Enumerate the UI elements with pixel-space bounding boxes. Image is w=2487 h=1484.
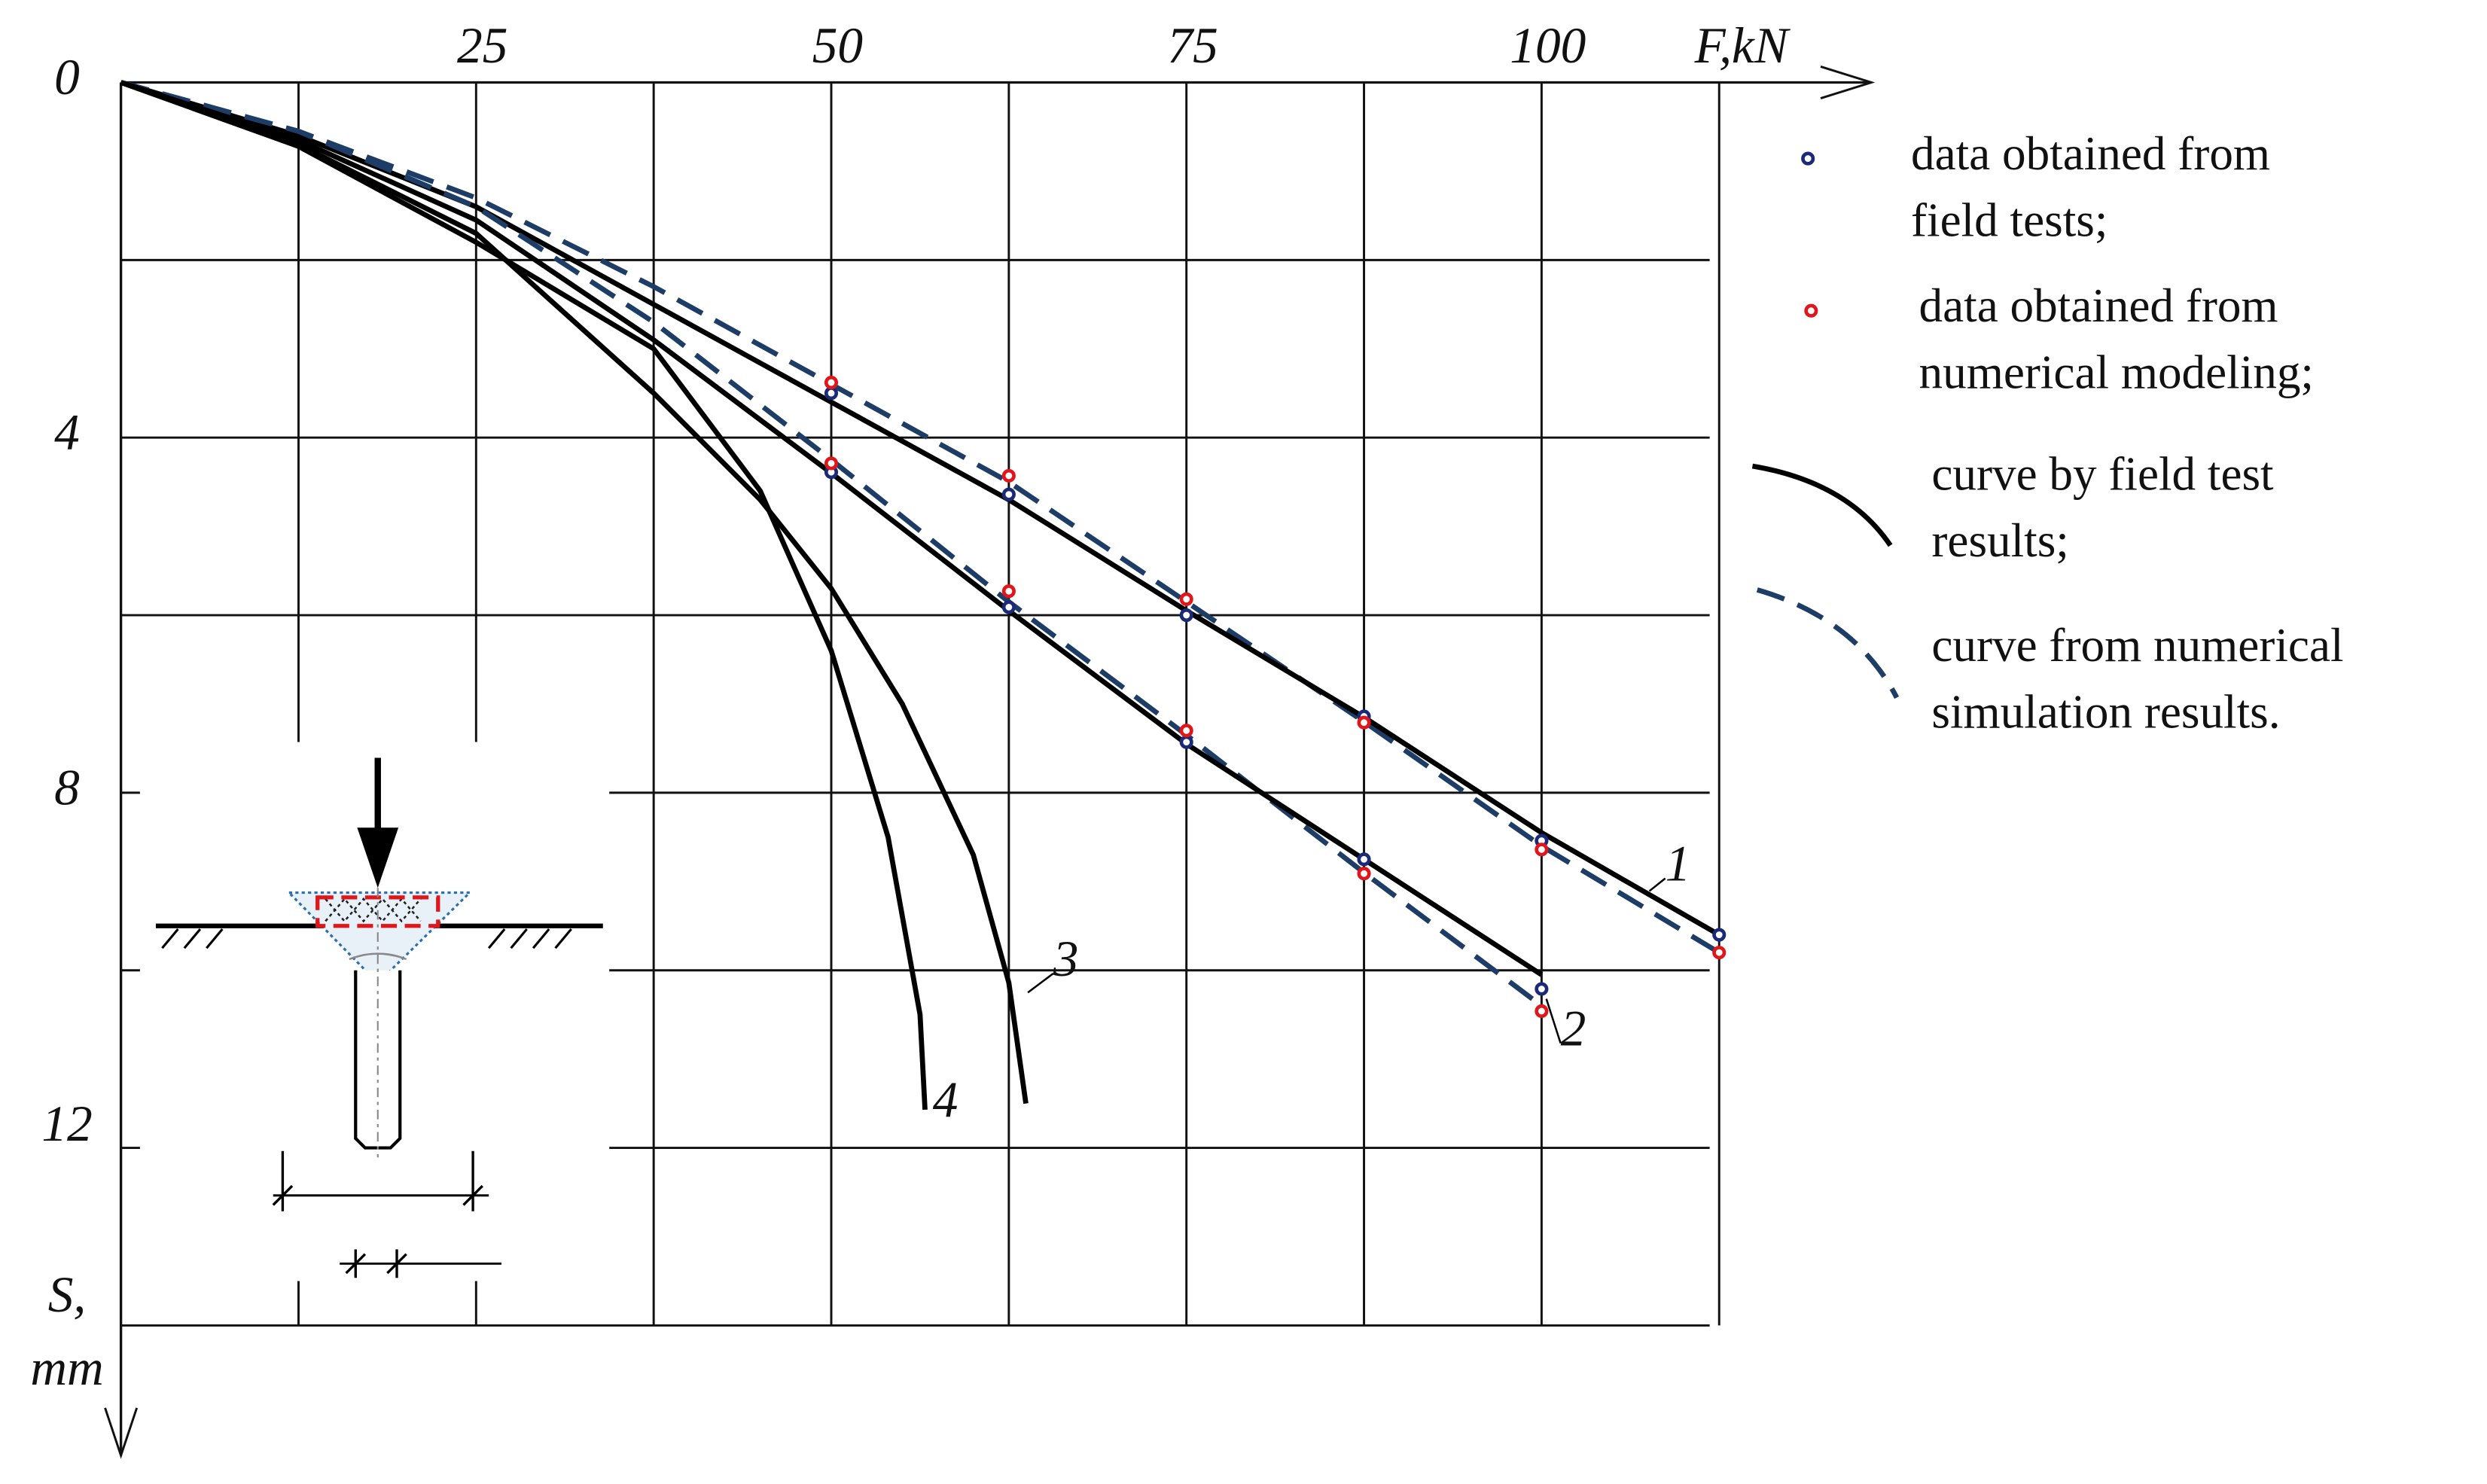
field-points <box>1357 852 1371 867</box>
plot-area: 1 2 3 4 <box>120 80 1727 1128</box>
force-arrow-head <box>357 827 399 888</box>
legend-label: numerical modeling; <box>1919 346 2314 399</box>
inset-diagram <box>139 742 610 1281</box>
legend-label: curve by field test <box>1931 447 2274 500</box>
axes: F,kN S, mm <box>30 17 1876 1459</box>
y-axis-label: S, <box>48 1266 87 1323</box>
legend-line <box>1751 463 1893 547</box>
field-curve <box>120 80 928 1111</box>
curve-label: 3 <box>1053 931 1079 987</box>
x-tick-label: 75 <box>1167 17 1218 74</box>
dimension-ticks <box>345 1249 407 1278</box>
y-tick-label: 12 <box>41 1095 92 1152</box>
field-points <box>1179 735 1193 749</box>
field-points <box>1179 608 1193 623</box>
dimension-ticks <box>272 1150 483 1211</box>
legend-label: data obtained from <box>1911 127 2270 180</box>
y-tick-label: 8 <box>54 759 80 815</box>
curve-label: 4 <box>933 1071 959 1128</box>
legend-label: field tests; <box>1911 194 2108 247</box>
field-points <box>1712 928 1727 942</box>
field-points <box>1001 487 1016 501</box>
x-axis-arrow <box>1820 66 1876 99</box>
numerical-curve <box>120 80 1720 955</box>
label-leader <box>1545 998 1562 1044</box>
numerical-points <box>1357 867 1371 881</box>
legend-marker <box>1804 303 1818 318</box>
numerical-points <box>1179 724 1193 738</box>
label-leader <box>1648 877 1666 892</box>
y-tick-label: 0 <box>54 49 80 105</box>
legend-label: simulation results. <box>1931 685 2280 738</box>
curve-label: 2 <box>1561 1000 1586 1056</box>
numerical-points <box>824 456 839 471</box>
numerical-points <box>1535 1004 1549 1019</box>
legend-label: data obtained from <box>1919 279 2278 332</box>
legend: data obtained from field tests; data obtai… <box>1751 127 2344 738</box>
field-points <box>1001 600 1016 614</box>
field-points <box>1535 982 1549 996</box>
numerical-points <box>1712 946 1727 960</box>
y-tick-label: 4 <box>54 404 80 461</box>
x-tick-label: 50 <box>812 17 863 74</box>
numerical-points <box>1535 843 1549 857</box>
curve-label: 1 <box>1666 835 1691 891</box>
x-tick-label: 25 <box>457 17 507 74</box>
grid <box>120 82 1720 1327</box>
numerical-points <box>1179 592 1193 606</box>
field-curve <box>120 80 1029 1105</box>
numerical-points <box>824 376 839 390</box>
label-leader <box>1027 972 1054 994</box>
numerical-points <box>1001 468 1016 483</box>
angle-arc <box>349 952 407 961</box>
numerical-points <box>1001 584 1016 599</box>
y-axis-label: mm <box>30 1339 103 1396</box>
legend-marker <box>1801 151 1815 166</box>
y-axis-arrow <box>104 1407 139 1459</box>
x-tick-label: 100 <box>1510 17 1586 74</box>
legend-label: curve from numerical <box>1931 619 2343 672</box>
legend-label: results; <box>1931 514 2068 567</box>
legend-line <box>1756 587 1900 699</box>
ground-hatch <box>161 928 572 949</box>
numerical-points <box>1357 715 1371 730</box>
field-points <box>824 386 839 401</box>
x-axis-label: F,kN <box>1694 17 1791 74</box>
cone <box>286 891 473 985</box>
cone-fill-pattern <box>325 897 422 923</box>
